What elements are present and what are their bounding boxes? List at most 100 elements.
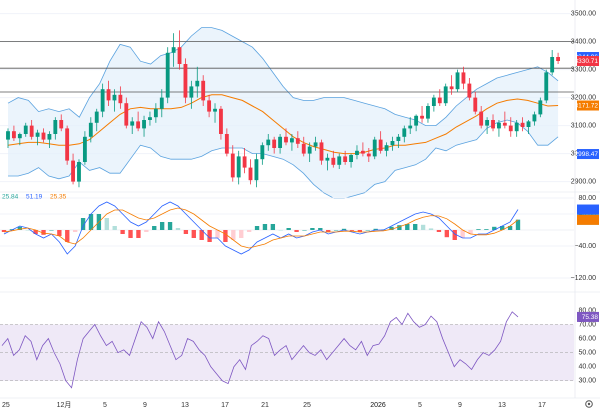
chart-controls[interactable] [585, 400, 593, 408]
candle-body[interactable] [420, 115, 424, 119]
candle-body[interactable] [278, 136, 283, 148]
candle-body[interactable] [289, 138, 294, 143]
macd-panel[interactable]: 80.0040.00−40.00−120.0025.8451.1925.3551… [0, 194, 599, 282]
candle-body[interactable] [502, 122, 507, 126]
candle-body[interactable] [124, 103, 129, 126]
candle-body[interactable] [248, 167, 253, 181]
candle-body[interactable] [260, 145, 265, 160]
candle-body[interactable] [384, 145, 389, 151]
candle-body[interactable] [23, 125, 28, 134]
candle-body[interactable] [396, 136, 401, 141]
candle-body[interactable] [35, 132, 40, 137]
candle-body[interactable] [378, 139, 383, 151]
candle-body[interactable] [59, 120, 64, 129]
candle-body[interactable] [331, 157, 336, 165]
candle-body[interactable] [142, 120, 146, 129]
candle-body[interactable] [6, 131, 10, 140]
candle-body[interactable] [88, 122, 93, 137]
candle-body[interactable] [106, 89, 111, 101]
candle-body[interactable] [550, 57, 555, 73]
candle-body[interactable] [366, 153, 371, 157]
candle-body[interactable] [355, 150, 359, 155]
candle-body[interactable] [82, 136, 87, 162]
candle-body[interactable] [112, 94, 117, 101]
candle-body[interactable] [159, 97, 164, 109]
candle-body[interactable] [449, 86, 454, 90]
candle-body[interactable] [402, 128, 407, 137]
gear-icon[interactable] [585, 400, 593, 408]
candle-body[interactable] [473, 97, 478, 112]
candle-body[interactable] [467, 83, 472, 98]
candle-body[interactable] [390, 141, 395, 146]
candle-body[interactable] [71, 160, 75, 182]
candle-body[interactable] [479, 111, 484, 126]
candle-body[interactable] [526, 121, 531, 127]
candle-body[interactable] [414, 115, 419, 126]
candle-body[interactable] [29, 125, 34, 137]
candle-body[interactable] [53, 120, 58, 134]
candle-body[interactable] [77, 162, 81, 182]
candle-body[interactable] [301, 143, 306, 154]
candle-body[interactable] [230, 153, 235, 178]
candle-body[interactable] [41, 132, 46, 140]
candle-body[interactable] [153, 108, 158, 118]
candle-body[interactable] [532, 114, 537, 122]
candle-body[interactable] [177, 47, 182, 64]
candle-body[interactable] [544, 72, 549, 101]
candle-body[interactable] [408, 125, 413, 129]
candle-body[interactable] [349, 155, 353, 162]
candle-body[interactable] [295, 138, 300, 144]
candle-body[interactable] [307, 146, 312, 154]
candle-body[interactable] [100, 89, 105, 112]
candle-body[interactable] [455, 72, 460, 90]
candle-body[interactable] [136, 121, 141, 129]
candle-body[interactable] [313, 142, 318, 147]
candle-body[interactable] [236, 156, 241, 178]
candle-body[interactable] [47, 134, 52, 140]
candle-body[interactable] [538, 100, 543, 115]
candle-body[interactable] [426, 106, 430, 119]
candle-body[interactable] [437, 97, 442, 104]
candle-body[interactable] [11, 131, 16, 139]
candle-body[interactable] [165, 52, 170, 98]
candle-body[interactable] [130, 121, 135, 126]
candle-body[interactable] [272, 139, 277, 148]
candle-body[interactable] [443, 86, 448, 104]
candle-body[interactable] [189, 86, 194, 98]
candle-body[interactable] [148, 117, 152, 120]
candle-body[interactable] [556, 57, 561, 62]
candle-body[interactable] [360, 150, 365, 154]
candle-body[interactable] [337, 156, 342, 165]
candle-body[interactable] [372, 139, 377, 157]
price-panel[interactable]: 2900.003000.003100.003200.003300.003400.… [0, 10, 599, 199]
candle-body[interactable] [201, 80, 206, 101]
candle-body[interactable] [514, 122, 519, 132]
candle-body[interactable] [491, 120, 495, 129]
candle-body[interactable] [520, 122, 525, 127]
candle-body[interactable] [343, 156, 348, 162]
candle-body[interactable] [17, 134, 22, 139]
candle-body[interactable] [183, 64, 188, 98]
candle-body[interactable] [497, 122, 501, 129]
candle-body[interactable] [254, 159, 259, 181]
candle-body[interactable] [485, 120, 490, 126]
candle-body[interactable] [266, 139, 271, 146]
candle-body[interactable] [508, 125, 513, 132]
candle-body[interactable] [118, 94, 123, 104]
candle-body[interactable] [65, 128, 70, 161]
candle-body[interactable] [242, 156, 247, 168]
candle-body[interactable] [213, 108, 217, 112]
candle-body[interactable] [431, 97, 436, 106]
candle-body[interactable] [195, 80, 200, 87]
candle-body[interactable] [325, 157, 330, 161]
candle-body[interactable] [171, 47, 176, 53]
candle-body[interactable] [94, 111, 99, 123]
candle-body[interactable] [207, 100, 212, 112]
candle-body[interactable] [461, 72, 466, 84]
candle-body[interactable] [219, 108, 223, 134]
candle-body[interactable] [319, 142, 324, 161]
candle-body[interactable] [284, 136, 288, 143]
